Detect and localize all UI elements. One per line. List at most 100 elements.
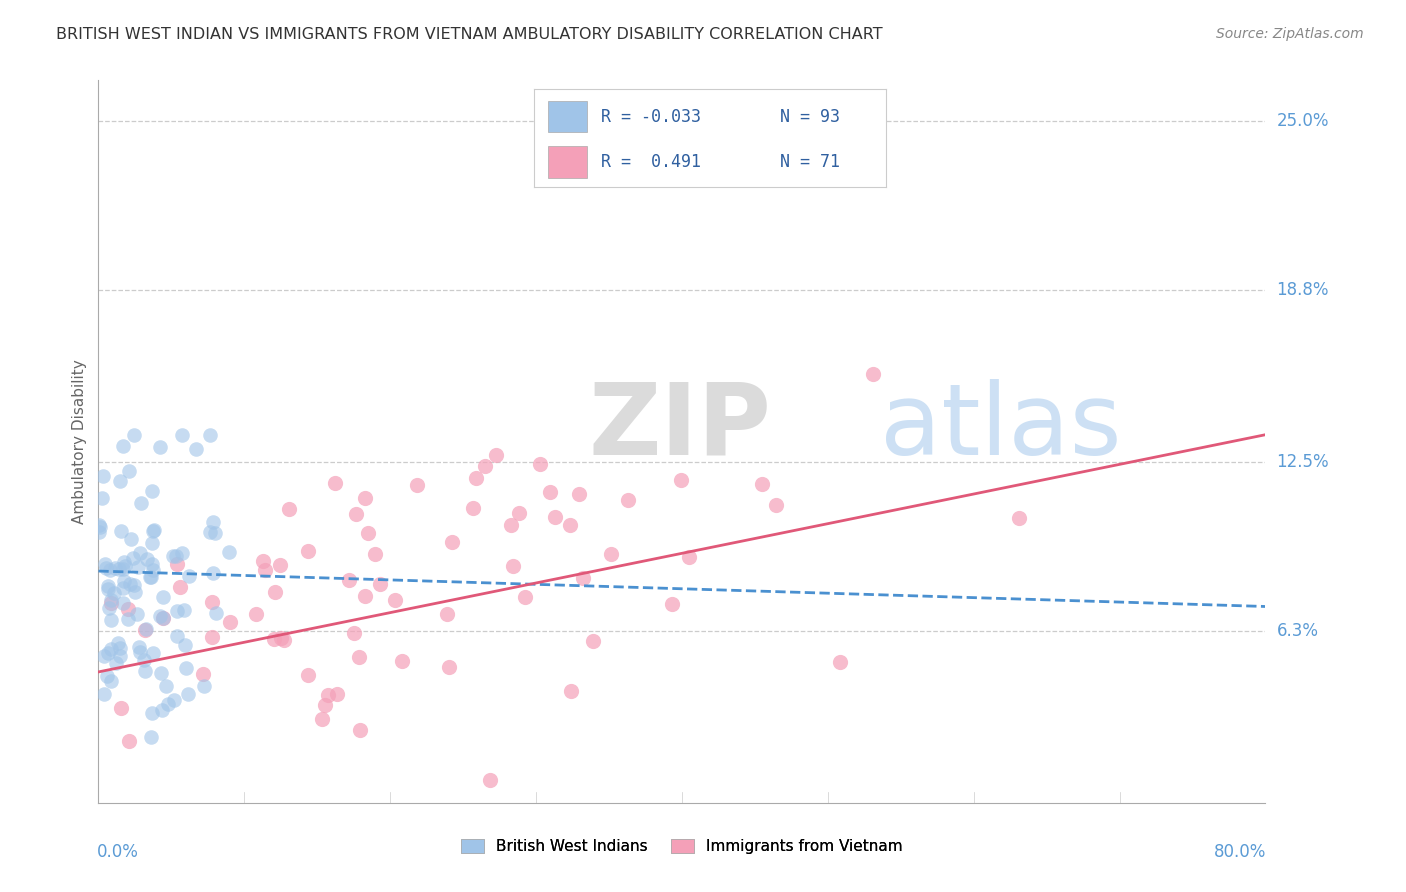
Point xyxy=(107,635,129,649)
Point xyxy=(156,697,179,711)
Point xyxy=(117,612,139,626)
Point xyxy=(169,581,191,595)
Point xyxy=(314,698,336,712)
Point xyxy=(218,545,240,559)
Text: 6.3%: 6.3% xyxy=(1277,622,1319,640)
Point xyxy=(172,546,194,560)
Point xyxy=(149,441,172,455)
Point xyxy=(118,576,141,591)
Text: atlas: atlas xyxy=(880,378,1122,475)
Point xyxy=(174,661,197,675)
Text: N = 93: N = 93 xyxy=(780,108,841,126)
Point xyxy=(270,632,292,646)
Point xyxy=(129,495,152,509)
Point xyxy=(122,550,145,565)
Point xyxy=(384,593,406,607)
Point xyxy=(136,552,159,566)
Point xyxy=(200,630,222,644)
Point xyxy=(297,544,319,558)
Point xyxy=(176,687,198,701)
Point xyxy=(117,601,139,615)
Point xyxy=(166,629,188,643)
Point xyxy=(765,499,787,513)
Point xyxy=(127,607,149,621)
Point xyxy=(96,560,118,574)
Point xyxy=(202,515,225,529)
Point xyxy=(93,687,115,701)
Point xyxy=(356,526,378,541)
Point xyxy=(149,609,172,624)
Point xyxy=(122,427,145,442)
Point xyxy=(108,562,131,576)
Point xyxy=(311,713,333,727)
Point xyxy=(508,506,530,520)
Point xyxy=(441,534,464,549)
Point xyxy=(93,649,115,664)
Point xyxy=(104,561,127,575)
Point xyxy=(141,536,163,550)
Text: 25.0%: 25.0% xyxy=(1277,112,1329,130)
Point xyxy=(152,610,174,624)
Point xyxy=(751,477,773,491)
Point xyxy=(91,469,114,483)
Text: ZIP: ZIP xyxy=(589,378,772,475)
Point xyxy=(104,657,127,671)
Point xyxy=(538,484,561,499)
Point xyxy=(141,483,163,498)
Point xyxy=(191,666,214,681)
Point xyxy=(193,679,215,693)
Point xyxy=(97,582,120,597)
Point xyxy=(349,723,371,738)
Point xyxy=(120,532,142,546)
Text: 18.8%: 18.8% xyxy=(1277,281,1329,299)
Point xyxy=(502,559,524,574)
Point xyxy=(100,674,122,689)
Point xyxy=(114,559,136,574)
Point xyxy=(118,733,141,747)
Point xyxy=(184,442,207,457)
Point xyxy=(155,679,177,693)
Point xyxy=(219,615,242,630)
Point xyxy=(344,508,367,522)
Point xyxy=(100,592,122,607)
Point xyxy=(141,569,163,583)
Point xyxy=(100,641,122,656)
Point xyxy=(124,585,146,599)
Point xyxy=(150,703,173,717)
Point xyxy=(669,473,692,487)
Text: 80.0%: 80.0% xyxy=(1215,843,1267,861)
Point xyxy=(204,525,226,540)
Point xyxy=(128,645,150,659)
Point xyxy=(558,517,581,532)
Text: R = -0.033: R = -0.033 xyxy=(602,108,702,126)
Point xyxy=(269,558,291,573)
Point xyxy=(163,693,186,707)
Point xyxy=(200,524,222,539)
Point xyxy=(368,577,391,591)
Point xyxy=(263,585,285,599)
Point xyxy=(165,549,187,564)
Point xyxy=(98,600,121,615)
Point xyxy=(141,558,163,572)
Point xyxy=(112,556,135,570)
Point xyxy=(150,666,173,681)
Point xyxy=(141,706,163,721)
Point xyxy=(318,688,340,702)
Point xyxy=(245,607,267,621)
Point xyxy=(198,427,221,442)
Point xyxy=(661,598,683,612)
Y-axis label: Ambulatory Disability: Ambulatory Disability xyxy=(72,359,87,524)
Point xyxy=(600,547,623,561)
Point xyxy=(166,604,188,618)
Point xyxy=(337,574,360,588)
Point xyxy=(139,570,162,584)
Point xyxy=(862,368,884,382)
Point xyxy=(110,524,132,538)
Legend: British West Indians, Immigrants from Vietnam: British West Indians, Immigrants from Vi… xyxy=(456,833,908,860)
Point xyxy=(515,591,537,605)
Point xyxy=(87,517,110,532)
Point xyxy=(474,458,496,473)
Point xyxy=(464,471,486,485)
Point xyxy=(108,474,131,488)
Point xyxy=(108,649,131,664)
